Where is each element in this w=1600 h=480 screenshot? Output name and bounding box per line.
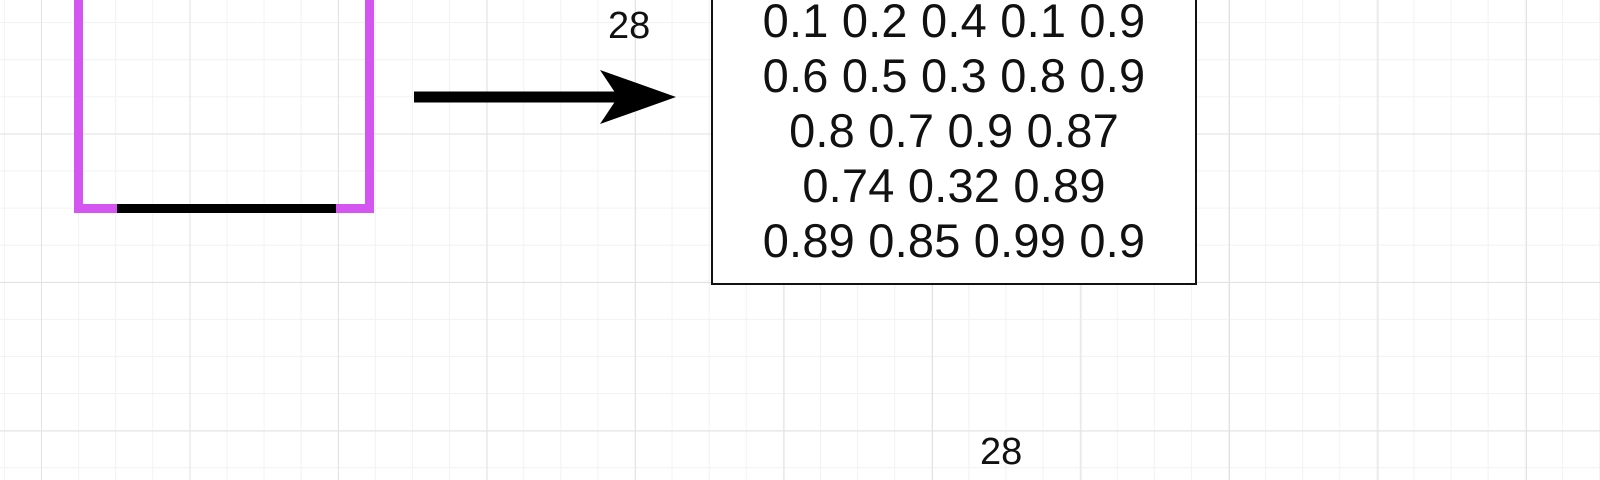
arrow-right-icon [414, 70, 676, 124]
dimension-label-width: 28 [980, 431, 1023, 473]
matrix-row: 0.6 0.5 0.3 0.8 0.9 [762, 49, 1146, 102]
pixel-value-matrix[interactable]: 0.1 0.2 0.4 0.1 0.9 0.6 0.5 0.3 0.8 0.9 … [711, 0, 1197, 285]
matrix-row: 0.8 0.7 0.9 0.87 [789, 104, 1119, 157]
dimension-label-height: 28 [608, 5, 651, 47]
matrix-row: 0.74 0.32 0.89 [802, 159, 1106, 212]
input-image-box-bottom-edge [117, 204, 336, 213]
input-image-box[interactable] [74, 0, 374, 213]
matrix-row: 0.1 0.2 0.4 0.1 0.9 [762, 0, 1146, 47]
matrix-row: 0.89 0.85 0.99 0.9 [762, 214, 1146, 267]
